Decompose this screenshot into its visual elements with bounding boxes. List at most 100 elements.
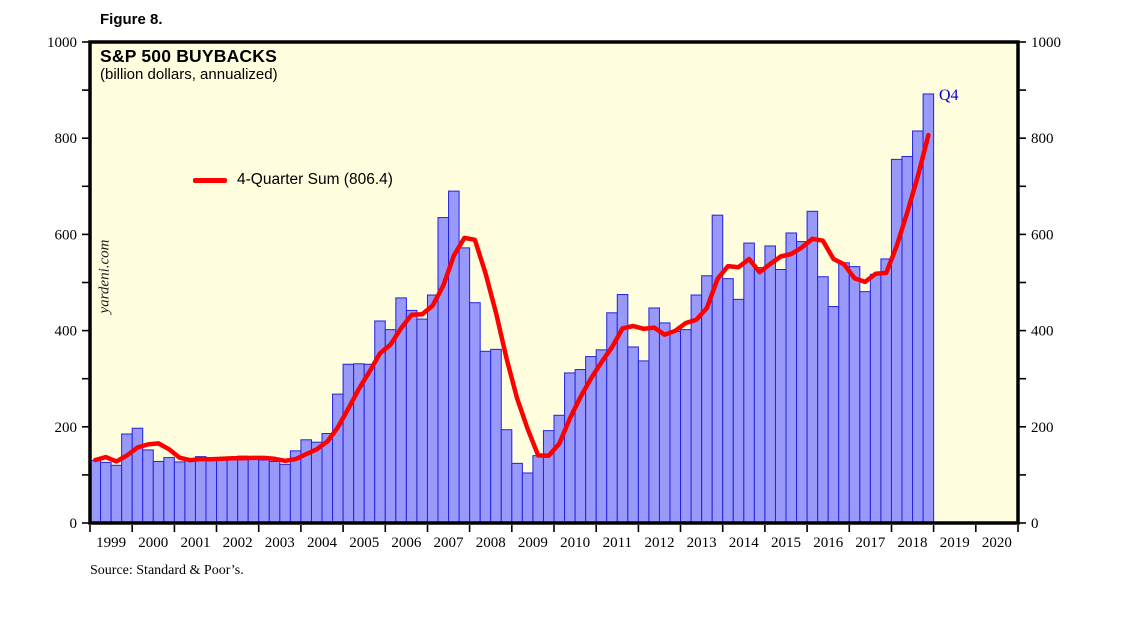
bar [121,433,133,524]
bar [152,460,165,524]
bar [806,210,819,524]
y-axis-label-right: 200 [1031,420,1054,436]
bar [310,441,323,524]
y-axis-label-right: 400 [1031,324,1054,340]
bar [479,350,492,524]
bar [490,348,502,524]
y-axis-label-right: 600 [1031,227,1054,243]
x-axis-year-label: 2006 [391,535,422,551]
source-note: Source: Standard & Poor’s. [90,563,244,578]
bar [637,360,650,524]
chart-title: S&P 500 BUYBACKS [100,46,277,66]
x-axis-year-label: 2007 [434,535,465,551]
q4-annotation: Q4 [939,87,959,104]
bar [511,462,523,524]
bar [521,472,534,524]
x-axis-year-label: 2016 [813,535,844,551]
bar [247,457,260,524]
bar [743,242,755,524]
bar [342,363,355,524]
bar [458,247,471,524]
bar [184,459,196,524]
x-axis-year-label: 2013 [687,535,717,551]
x-axis-year-label: 2008 [476,535,506,551]
bar [827,306,840,524]
bar [711,214,724,524]
bar [448,190,460,524]
x-axis-year-label: 2010 [560,535,590,551]
y-axis-label-left: 800 [55,131,78,147]
bar [753,267,766,524]
x-axis-year-label: 2005 [349,535,379,551]
x-axis-year-label: 2009 [518,535,548,551]
bar [384,329,397,524]
bar [268,460,281,524]
x-axis-year-label: 2019 [940,535,970,551]
bar [785,232,798,524]
x-axis-year-label: 2015 [771,535,801,551]
y-axis-label-left: 0 [70,516,78,532]
y-axis-label-left: 600 [55,227,78,243]
x-axis-year-label: 1999 [96,535,126,551]
bar [426,294,439,524]
bar [658,322,671,524]
x-axis-year-label: 2000 [138,535,168,551]
plot-border [88,40,1020,525]
x-axis-year-label: 2002 [223,535,253,551]
bar [648,307,660,524]
bar [405,309,418,524]
bar [680,329,692,524]
bar [564,372,576,524]
x-axis-year-label: 2004 [307,535,338,551]
watermark: yardeni.com [96,239,113,314]
chart-subtitle: (billion dollars, annualized) [100,66,278,83]
bar [205,458,218,524]
x-axis-year-label: 2017 [855,535,886,551]
bar [258,459,270,524]
bar [869,273,882,524]
bar [690,294,703,524]
bar [722,278,734,524]
y-axis-label-left: 200 [55,420,78,436]
bar [880,258,892,524]
bar [131,427,144,524]
bar [416,318,428,524]
y-axis-label-left: 400 [55,324,78,340]
bar [542,430,555,524]
bar [838,262,850,524]
bar [859,291,871,524]
bar [848,266,861,524]
x-axis-year-label: 2018 [898,535,928,551]
bar [532,455,544,524]
figure-label: Figure 8. [100,11,163,28]
y-axis-label-right: 1000 [1031,35,1061,51]
x-axis-year-label: 2001 [181,535,211,551]
bar [500,429,513,524]
bar [469,302,481,524]
bar [764,245,776,524]
bar [194,456,207,524]
bar [669,331,682,524]
bar [817,276,829,524]
legend: 4-Quarter Sum (806.4) [193,171,393,189]
four-quarter-sum-line [93,132,931,464]
bar [363,363,376,524]
bar [100,461,112,524]
bar [226,457,239,524]
x-axis-year-label: 2020 [982,535,1012,551]
bar [216,459,228,524]
bar [279,463,291,524]
x-axis-year-label: 2011 [603,535,632,551]
x-axis-year-label: 2003 [265,535,295,551]
bar [796,241,808,524]
bar [163,457,175,524]
legend-line-sample [193,177,227,183]
bar [237,455,249,524]
y-axis-label-left: 1000 [47,35,77,51]
y-axis-label-right: 0 [1031,516,1039,532]
y-axis-label-right: 800 [1031,131,1054,147]
bar [732,298,745,524]
legend-label: 4-Quarter Sum (806.4) [237,171,393,188]
